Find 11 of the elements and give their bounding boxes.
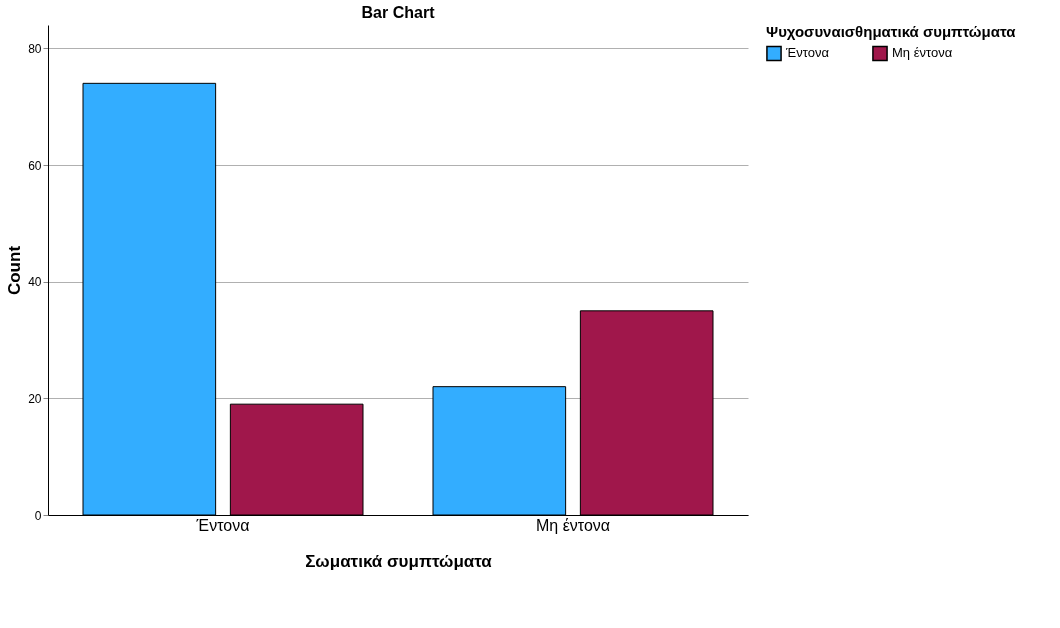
y-tick-label: 40 <box>28 275 42 290</box>
y-tick-label: 0 <box>34 508 42 523</box>
y-axis-title: Count <box>5 245 25 296</box>
legend-title: Ψυχοσυναισθηματικά συμπτώματα <box>766 23 1017 40</box>
x-axis-title: Σωματικά συμπτώματα <box>305 551 493 571</box>
legend-label: Έντονα <box>785 45 830 61</box>
y-tick-label: 60 <box>28 158 42 173</box>
chart-title: Bar Chart <box>361 4 436 21</box>
y-tick-label: 20 <box>28 391 42 406</box>
legend-label: Μη έντονα <box>892 45 953 61</box>
y-tick-label: 80 <box>28 41 42 56</box>
